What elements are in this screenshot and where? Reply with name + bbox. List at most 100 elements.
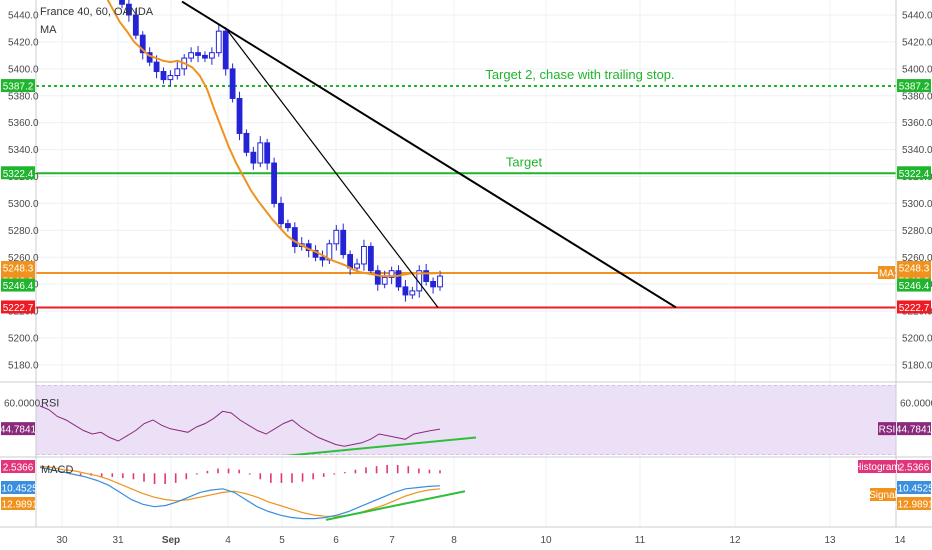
y-tick-right: 5180.0 — [902, 360, 932, 371]
y-tick-left: 5380.0 — [8, 91, 39, 102]
x-tick-label: Sep — [162, 535, 180, 546]
ma-indicator-label: MA — [40, 24, 57, 36]
candle[interactable] — [381, 270, 388, 289]
candle[interactable] — [236, 91, 243, 141]
trend-line-long — [181, 0, 677, 309]
candle-body — [291, 227, 298, 247]
rsi-divergence-line — [283, 436, 477, 455]
rsi-tag — [878, 422, 896, 436]
candle-body — [208, 52, 215, 59]
candle[interactable] — [437, 270, 443, 291]
candle-body — [119, 0, 125, 5]
candle-body — [361, 245, 367, 265]
price-tag-right-text: 5387.2 — [899, 82, 930, 93]
y-tick-right: 5400.0 — [902, 64, 932, 75]
price-tag-right — [897, 278, 931, 292]
candle[interactable] — [319, 250, 326, 267]
candle[interactable] — [285, 219, 291, 232]
candle[interactable] — [430, 277, 436, 294]
candle[interactable] — [195, 45, 201, 63]
candle[interactable] — [167, 70, 174, 87]
candle-body — [236, 97, 243, 134]
y-tick-left: 5400.0 — [8, 64, 39, 75]
rsi-tag-text: RSI — [879, 425, 896, 436]
candle[interactable] — [278, 196, 284, 231]
y-tick-left: 5180.0 — [8, 360, 39, 371]
candle[interactable] — [423, 263, 430, 286]
candle-body — [278, 202, 284, 225]
macd-pane[interactable] — [39, 464, 466, 521]
macd-line — [39, 466, 441, 520]
candle[interactable] — [208, 47, 215, 65]
candle-body — [319, 256, 326, 261]
candle[interactable] — [340, 223, 347, 259]
price-tag-right-text: 5322.4 — [899, 169, 930, 180]
candle-body — [285, 223, 291, 229]
candle[interactable] — [202, 51, 208, 63]
candle[interactable] — [132, 8, 139, 40]
candle[interactable] — [160, 67, 167, 84]
candle[interactable] — [139, 31, 146, 60]
rsi-tick-right: 60.0000 — [900, 399, 932, 410]
candle-body — [250, 151, 257, 164]
candle[interactable] — [291, 222, 298, 254]
signal-tag — [870, 488, 896, 501]
grid — [36, 0, 896, 527]
y-tick-right: 5260.0 — [902, 253, 932, 264]
rsi-value-right: 44.7841 — [896, 425, 932, 436]
macd-value-left: -12.9891 — [0, 500, 38, 511]
x-tick-label: 8 — [451, 535, 457, 546]
rsi-tick-left: 60.0000 — [4, 399, 41, 410]
candle[interactable] — [361, 239, 367, 271]
candle[interactable] — [416, 265, 423, 298]
x-tick-label: 12 — [729, 535, 741, 546]
candle-body — [416, 270, 423, 292]
candle[interactable] — [347, 250, 354, 275]
macd-value-tag-left — [1, 481, 35, 494]
candle[interactable] — [402, 280, 409, 302]
candle[interactable] — [354, 258, 360, 273]
candle[interactable] — [409, 286, 416, 299]
y-tick-right: 5200.0 — [902, 334, 932, 345]
candle-body — [160, 71, 167, 81]
candle[interactable] — [264, 138, 271, 170]
candle[interactable] — [374, 265, 381, 291]
candle[interactable] — [215, 24, 222, 57]
candle[interactable] — [333, 224, 340, 251]
candle-body — [264, 142, 271, 164]
candle[interactable] — [174, 62, 181, 80]
candle[interactable] — [395, 265, 402, 291]
candle[interactable] — [119, 0, 125, 9]
price-tag-left — [1, 300, 35, 314]
price-tag-left — [1, 166, 35, 180]
y-tick-right: 5360.0 — [902, 118, 932, 129]
macd-divergence-line — [325, 490, 466, 521]
candle[interactable] — [126, 0, 132, 22]
candle[interactable] — [250, 146, 257, 170]
y-tick-right: 5440.0 — [902, 11, 932, 22]
rsi-value-left: 44.7841 — [0, 425, 37, 436]
rsi-pane[interactable] — [36, 385, 896, 457]
candle[interactable] — [367, 242, 374, 275]
candle[interactable] — [243, 129, 250, 157]
candle[interactable] — [222, 27, 229, 76]
y-tick-right: 5280.0 — [902, 226, 932, 237]
y-tick-left: 5420.0 — [8, 37, 39, 48]
price-tag-left — [1, 278, 35, 292]
price-tag-left — [1, 79, 35, 93]
candle[interactable] — [188, 47, 195, 63]
candle[interactable] — [257, 136, 264, 168]
macd-value-left: 2.5366 — [3, 463, 34, 474]
macd-value-tag-right — [897, 497, 931, 510]
price-pane[interactable]: Target 2, chase with trailing stop. Targe… — [36, 0, 896, 309]
candle-body — [202, 54, 208, 59]
price-tag-left-text: 5322.4 — [3, 169, 34, 180]
candle[interactable] — [271, 157, 277, 208]
candle[interactable] — [229, 63, 236, 103]
candle-body — [367, 245, 374, 272]
price-tag-right — [897, 260, 931, 274]
macd-value-tag-left — [1, 497, 35, 510]
macd-value-tag-left — [1, 460, 35, 473]
x-tick-label: 7 — [389, 535, 395, 546]
